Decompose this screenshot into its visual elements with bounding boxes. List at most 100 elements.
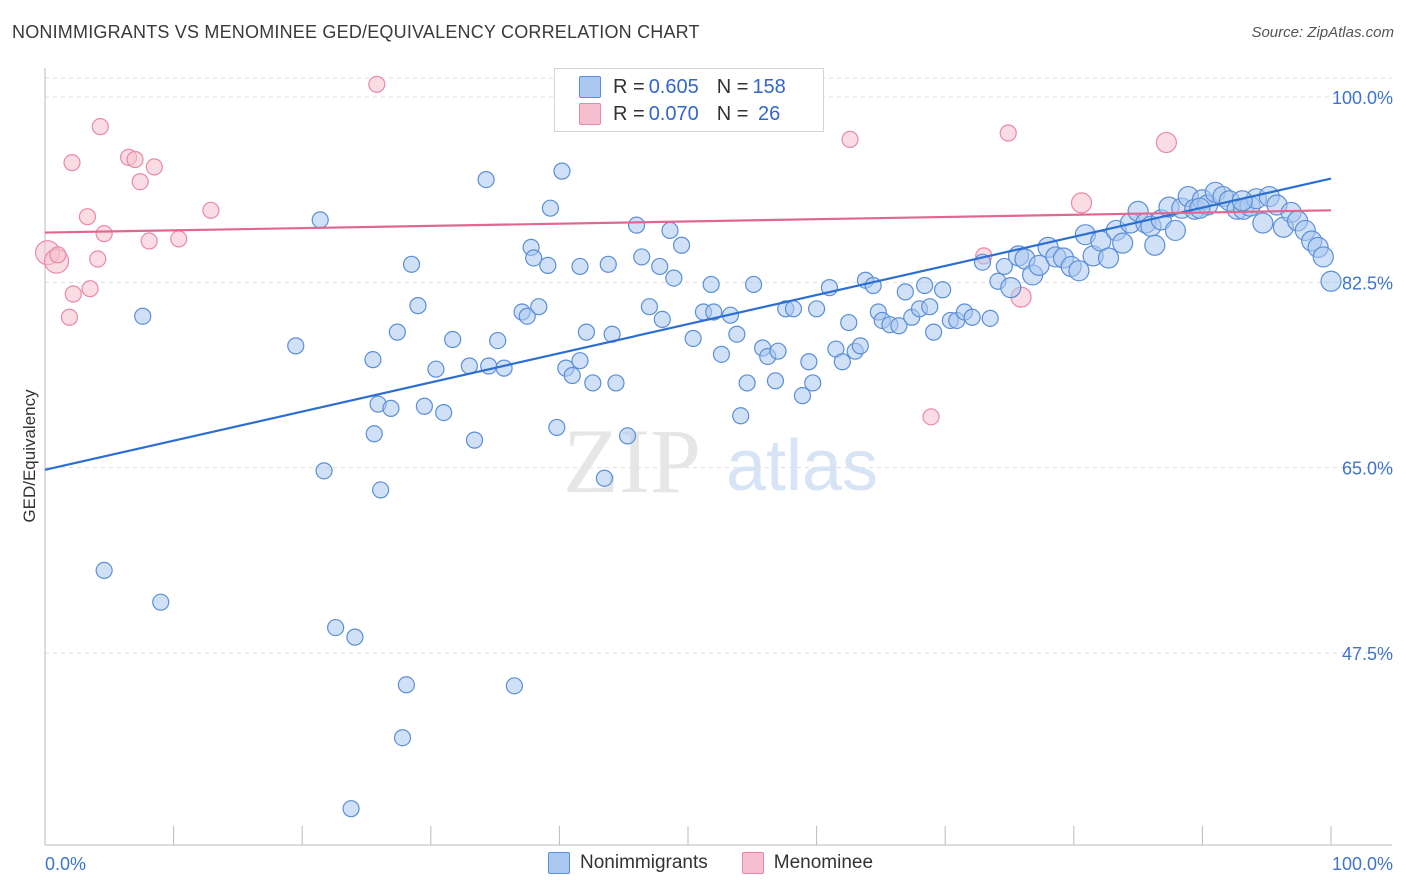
nonimmigrants-point — [563, 366, 581, 385]
menominee-points — [34, 75, 1177, 426]
y-axis-label: GED/Equivalency — [20, 389, 39, 523]
legend-r-label: R = — [613, 75, 645, 98]
menominee-point — [368, 75, 386, 93]
legend-n-value: 158 — [752, 75, 786, 98]
nonimmigrants-point — [934, 281, 952, 299]
legend-label-menominee: Menominee — [773, 852, 874, 873]
nonimmigrants-point — [548, 418, 566, 437]
nonimmigrants-point — [571, 257, 589, 276]
nonimmigrants-point — [435, 403, 453, 422]
nonimmigrants-point — [342, 800, 360, 818]
nonimmigrants-point — [365, 425, 383, 443]
watermark-zip: ZIP — [563, 410, 701, 512]
nonimmigrants-point — [916, 276, 934, 295]
nonimmigrants-point — [661, 221, 679, 240]
nonimmigrants-point — [705, 303, 723, 321]
nonimmigrants-point — [784, 300, 803, 318]
y-tick-label: 47.5% — [1342, 644, 1393, 664]
menominee-trend-line — [44, 209, 1332, 234]
x-tick-label: 100.0% — [1332, 854, 1393, 874]
nonimmigrants-point — [618, 427, 637, 445]
menominee-point — [131, 173, 149, 191]
stats-legend: R = 0.605 N = 158 R = 0.070 N = 26 — [554, 68, 824, 132]
nonimmigrants-point — [415, 397, 433, 415]
menominee-point — [922, 408, 940, 426]
legend-r-value: 0.070 — [648, 102, 699, 125]
nonimmigrants-point — [595, 469, 614, 487]
y-tick-label: 100.0% — [1332, 88, 1393, 108]
nonimmigrants-point — [840, 313, 858, 332]
nonimmigrants-point — [1320, 270, 1342, 292]
menominee-point — [95, 225, 113, 243]
menominee-point — [170, 230, 188, 248]
menominee-point — [202, 201, 220, 219]
nonimmigrants-point — [382, 399, 400, 417]
nonimmigrants-point — [465, 431, 484, 449]
nonimmigrants-point — [518, 307, 536, 325]
legend-swatch-blue — [548, 852, 570, 874]
menominee-point — [81, 280, 99, 298]
tick-labels: 100.0% 82.5% 65.0% 47.5% 0.0% 100.0% GED/Equiv… — [20, 88, 1393, 874]
nonimmigrants-point — [311, 211, 329, 229]
nonimmigrants-point — [1164, 219, 1186, 242]
menominee-point — [64, 285, 82, 303]
menominee-point — [140, 232, 158, 250]
nonimmigrants-point — [1252, 212, 1274, 234]
nonimmigrants-point — [981, 309, 999, 327]
legend-row-menominee: R = 0.070 N = 26 — [579, 102, 780, 126]
x-tick-label: 0.0% — [45, 854, 86, 874]
y-tick-label: 65.0% — [1342, 459, 1393, 479]
legend-item-nonimmigrants: Nonimmigrants — [548, 852, 708, 874]
source-label: Source: ZipAtlas.com — [1251, 24, 1394, 41]
y-tick-label: 82.5% — [1342, 273, 1393, 293]
nonimmigrants-point — [702, 275, 720, 294]
nonimmigrants-point — [896, 283, 914, 301]
nonimmigrants-point — [712, 345, 731, 363]
nonimmigrants-point — [315, 462, 333, 480]
nonimmigrants-point — [364, 351, 382, 369]
nonimmigrants-point — [793, 387, 812, 405]
nonimmigrants-point — [995, 257, 1013, 276]
nonimmigrants-point — [1144, 234, 1166, 256]
menominee-point — [126, 150, 144, 169]
trend-lines — [44, 177, 1332, 471]
nonimmigrants-point — [134, 307, 152, 325]
nonimmigrants-point — [665, 269, 683, 287]
legend-item-menominee: Menominee — [741, 852, 874, 874]
menominee-point — [1155, 131, 1177, 154]
menominee-point — [91, 118, 109, 136]
nonimmigrants-point — [651, 257, 669, 276]
watermark-atlas: atlas — [726, 426, 878, 506]
legend-swatch-pink — [579, 103, 601, 125]
nonimmigrants-point — [833, 353, 851, 371]
nonimmigrants-point — [489, 331, 507, 350]
menominee-point — [49, 246, 67, 264]
nonimmigrants-point — [800, 353, 818, 371]
chart-title: NONIMMIGRANTS VS MENOMINEE GED/EQUIVALEN… — [12, 22, 700, 42]
menominee-point — [1070, 192, 1093, 214]
nonimmigrants-point — [738, 374, 756, 392]
nonimmigrants-point — [1068, 260, 1090, 282]
nonimmigrants-point — [95, 561, 113, 579]
menominee-point — [841, 130, 859, 148]
watermark: ZIP atlas — [563, 410, 878, 512]
axes — [44, 68, 1392, 846]
nonimmigrants-point — [402, 255, 421, 273]
legend-n-label: N = — [716, 75, 749, 98]
nonimmigrants-trend-line — [44, 177, 1332, 471]
nonimmigrants-point — [1028, 254, 1050, 276]
nonimmigrants-point — [599, 255, 617, 273]
grid-lines — [45, 77, 1392, 654]
nonimmigrants-point — [890, 317, 908, 335]
legend-swatch-blue — [579, 76, 601, 98]
nonimmigrants-point — [963, 308, 981, 326]
nonimmigrants-point — [397, 676, 415, 694]
nonimmigrants-point — [505, 677, 523, 695]
nonimmigrants-point — [388, 323, 406, 341]
nonimmigrants-points — [95, 162, 1342, 818]
menominee-point — [60, 308, 79, 326]
legend-label-nonimmigrants: Nonimmigrants — [580, 852, 708, 873]
nonimmigrants-point — [653, 310, 671, 328]
nonimmigrants-point — [1112, 232, 1134, 254]
